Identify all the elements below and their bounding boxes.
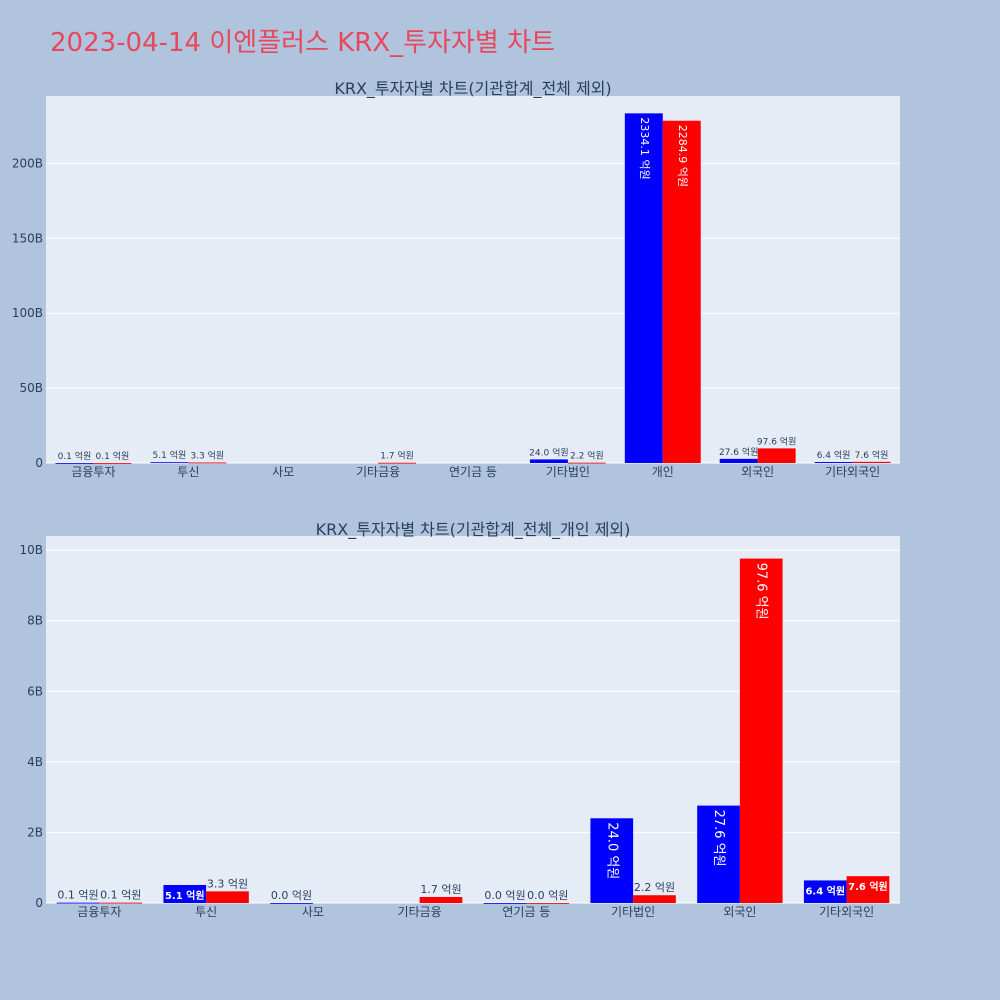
data-label: 0.1 억원 <box>100 889 141 902</box>
data-label: 3.3 억원 <box>207 877 248 890</box>
data-label: 0.1 억원 <box>96 450 130 462</box>
x-tick-label: 금융투자 <box>71 465 115 479</box>
y-tick-label: 8B <box>27 614 43 628</box>
bar <box>814 462 853 463</box>
x-tick-label: 외국인 <box>741 465 774 479</box>
x-tick-label: 사모 <box>272 465 294 479</box>
data-label: 0.0 억원 <box>527 889 568 902</box>
bar <box>56 902 100 904</box>
bar <box>852 461 891 463</box>
chart-title: KRX_투자자별 차트(기관합계_전체_개인 제외) <box>316 520 631 540</box>
x-tick-label: 투신 <box>195 905 217 919</box>
data-label: 2284.9 억원 <box>676 125 689 187</box>
bar <box>99 902 143 904</box>
bar <box>662 120 701 463</box>
y-tick-label: 6B <box>27 684 43 698</box>
chart-title: KRX_투자자별 차트(기관합계_전체 제외) <box>334 79 611 99</box>
bar <box>206 891 249 903</box>
plot-area <box>46 96 900 463</box>
chart-top: 0 50B 100B 150B 200B KRX_투자자별 차트(기관합계_전체 제외) 금… <box>12 79 900 479</box>
x-tick-label: 금융투자 <box>77 905 121 919</box>
data-label: 0.1 억원 <box>57 889 98 902</box>
y-tick-label: 200B <box>12 156 43 170</box>
data-label: 2.2 억원 <box>570 450 604 462</box>
y-tick-label: 4B <box>27 755 43 769</box>
x-tick-label: 기타금융 <box>398 905 442 919</box>
data-label: 5.1 억원 <box>152 449 186 461</box>
data-label: 97.6 억원 <box>757 435 796 447</box>
bar <box>188 462 227 464</box>
data-label: 6.4 억원 <box>805 884 845 897</box>
data-label: 1.7 억원 <box>420 883 461 896</box>
bar <box>567 462 606 464</box>
y-tick-label: 150B <box>12 231 43 245</box>
x-tick-label: 기타금융 <box>356 465 400 479</box>
x-tick-label: 사모 <box>302 905 324 919</box>
bar <box>529 459 568 463</box>
y-tick-label: 2B <box>27 825 43 839</box>
data-label: 3.3 억원 <box>190 450 224 462</box>
bar <box>163 885 207 903</box>
bar <box>270 903 313 904</box>
x-tick-label: 기타외국인 <box>825 465 880 479</box>
data-label: 2334.1 억원 <box>638 117 651 179</box>
bar <box>93 462 132 464</box>
data-label: 24.0 억원 <box>604 822 619 879</box>
page-title: 2023-04-14 이엔플러스 KRX_투자자별 차트 <box>50 28 555 58</box>
bar <box>803 880 847 903</box>
bar <box>55 462 94 464</box>
x-tick-label: 기타법인 <box>611 905 655 919</box>
bar <box>150 462 189 464</box>
data-label: 97.6 억원 <box>754 563 769 620</box>
bar <box>526 903 570 904</box>
bar <box>846 876 890 903</box>
y-tick-label: 50B <box>19 381 43 395</box>
bar <box>378 462 417 464</box>
data-label: 5.1 억원 <box>165 889 205 902</box>
x-tick-label: 연기금 등 <box>502 905 550 919</box>
data-label: 0.1 억원 <box>58 450 92 462</box>
data-label: 0.0 억원 <box>484 889 525 902</box>
bar <box>624 113 663 464</box>
data-label: 27.6 억원 <box>711 810 726 867</box>
data-label: 27.6 억원 <box>719 446 758 458</box>
bar <box>739 558 783 903</box>
x-tick-label: 기타외국인 <box>819 905 874 919</box>
data-label: 6.4 억원 <box>817 449 851 461</box>
bar <box>590 818 634 903</box>
bar <box>757 448 796 463</box>
bar <box>633 895 676 903</box>
bar <box>419 897 463 903</box>
data-label: 0.0 억원 <box>271 889 312 902</box>
y-tick-label: 10B <box>19 543 43 557</box>
x-tick-label: 개인 <box>652 465 674 479</box>
y-tick-label: 0 <box>35 456 43 470</box>
data-label: 2.2 억원 <box>634 881 675 894</box>
bar <box>697 805 740 903</box>
data-label: 7.6 억원 <box>848 880 888 893</box>
bar <box>483 903 527 904</box>
y-tick-label: 0 <box>35 896 43 910</box>
y-tick-label: 100B <box>12 306 43 320</box>
data-label: 1.7 억원 <box>380 450 414 462</box>
bar <box>719 458 758 463</box>
data-label: 24.0 억원 <box>529 446 568 458</box>
data-label: 7.6 억원 <box>855 449 889 461</box>
x-tick-label: 외국인 <box>723 905 756 919</box>
x-tick-label: 투신 <box>177 465 199 479</box>
x-tick-label: 기타법인 <box>546 465 590 479</box>
x-tick-label: 연기금 등 <box>449 465 497 479</box>
